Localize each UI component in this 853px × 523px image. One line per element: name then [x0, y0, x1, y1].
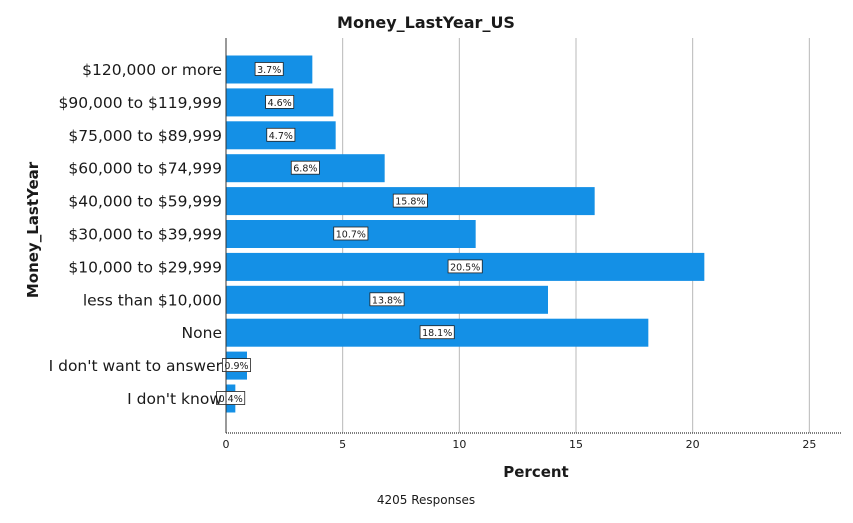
data-label-text: 6.8% — [293, 164, 317, 175]
data-label-box — [333, 226, 369, 241]
data-label-box — [222, 358, 251, 373]
x-tick-label: 20 — [686, 438, 700, 451]
category-label: $30,000 to $39,999 — [68, 226, 222, 244]
x-tick-label: 15 — [569, 438, 583, 451]
data-label: 4.7% — [266, 127, 296, 142]
data-label-box — [254, 62, 284, 76]
chart-title: Money_LastYear_US — [337, 13, 515, 32]
data-label: 6.8% — [290, 160, 320, 175]
responses-footnote: 4205 Responses — [377, 493, 475, 507]
data-label-box — [369, 292, 405, 307]
data-label-text: 0.4% — [219, 394, 243, 405]
data-label-box — [392, 193, 428, 208]
category-labels: $120,000 or more $90,000 to $119,999 $75,0… — [49, 61, 223, 408]
data-label: 3.7% — [254, 62, 284, 76]
category-label: $40,000 to $59,999 — [68, 193, 222, 211]
y-axis-title: Money_LastYear — [24, 161, 42, 298]
bars — [226, 55, 705, 413]
category-label: less than $10,000 — [83, 291, 222, 309]
data-label-text: 15.8% — [395, 197, 425, 208]
category-label: I don't know — [127, 390, 222, 408]
x-tick-label: 5 — [339, 438, 346, 451]
x-axis: 0 5 10 15 20 25 — [223, 38, 842, 451]
data-label: 20.5% — [447, 259, 483, 274]
x-axis-title: Percent — [503, 463, 568, 481]
data-label-box — [216, 391, 246, 405]
data-labels: 3.7% 4.6% 4.7% 6.8% 15.8% 10.7% 20.5% 13.8% 18.1… — [216, 62, 483, 405]
data-label-text: 3.7% — [257, 65, 281, 76]
category-label: $10,000 to $29,999 — [68, 258, 222, 276]
data-label-text: 20.5% — [450, 262, 480, 273]
data-label: 15.8% — [392, 193, 428, 208]
data-label-text: 4.6% — [268, 98, 292, 109]
data-label-text: 18.1% — [422, 328, 452, 339]
category-label: I don't want to answer — [49, 357, 223, 375]
data-label-box — [419, 325, 455, 340]
data-label: 10.7% — [333, 226, 369, 241]
data-label-text: 0.9% — [224, 361, 248, 372]
data-label: 0.9% — [222, 358, 251, 373]
x-tick-label: 0 — [223, 438, 230, 451]
category-label: $60,000 to $74,999 — [68, 160, 222, 178]
gridlines — [342, 38, 810, 433]
data-label-text: 4.7% — [269, 131, 293, 142]
data-label: 13.8% — [369, 292, 405, 307]
category-label: None — [182, 324, 222, 342]
category-label: $90,000 to $119,999 — [59, 94, 222, 112]
x-tick-label: 10 — [452, 438, 466, 451]
data-label-text: 13.8% — [372, 295, 402, 306]
data-label-box — [266, 127, 296, 142]
category-label: $75,000 to $89,999 — [68, 127, 222, 145]
data-label: 4.6% — [265, 95, 295, 109]
data-label: 18.1% — [419, 325, 455, 340]
data-label-box — [265, 95, 295, 109]
data-label-text: 10.7% — [336, 230, 366, 241]
data-label-box — [447, 259, 483, 274]
data-label-box — [290, 160, 320, 175]
category-label: $120,000 or more — [82, 61, 222, 79]
x-tick-label: 25 — [802, 438, 816, 451]
data-label: 0.4% — [216, 391, 246, 405]
